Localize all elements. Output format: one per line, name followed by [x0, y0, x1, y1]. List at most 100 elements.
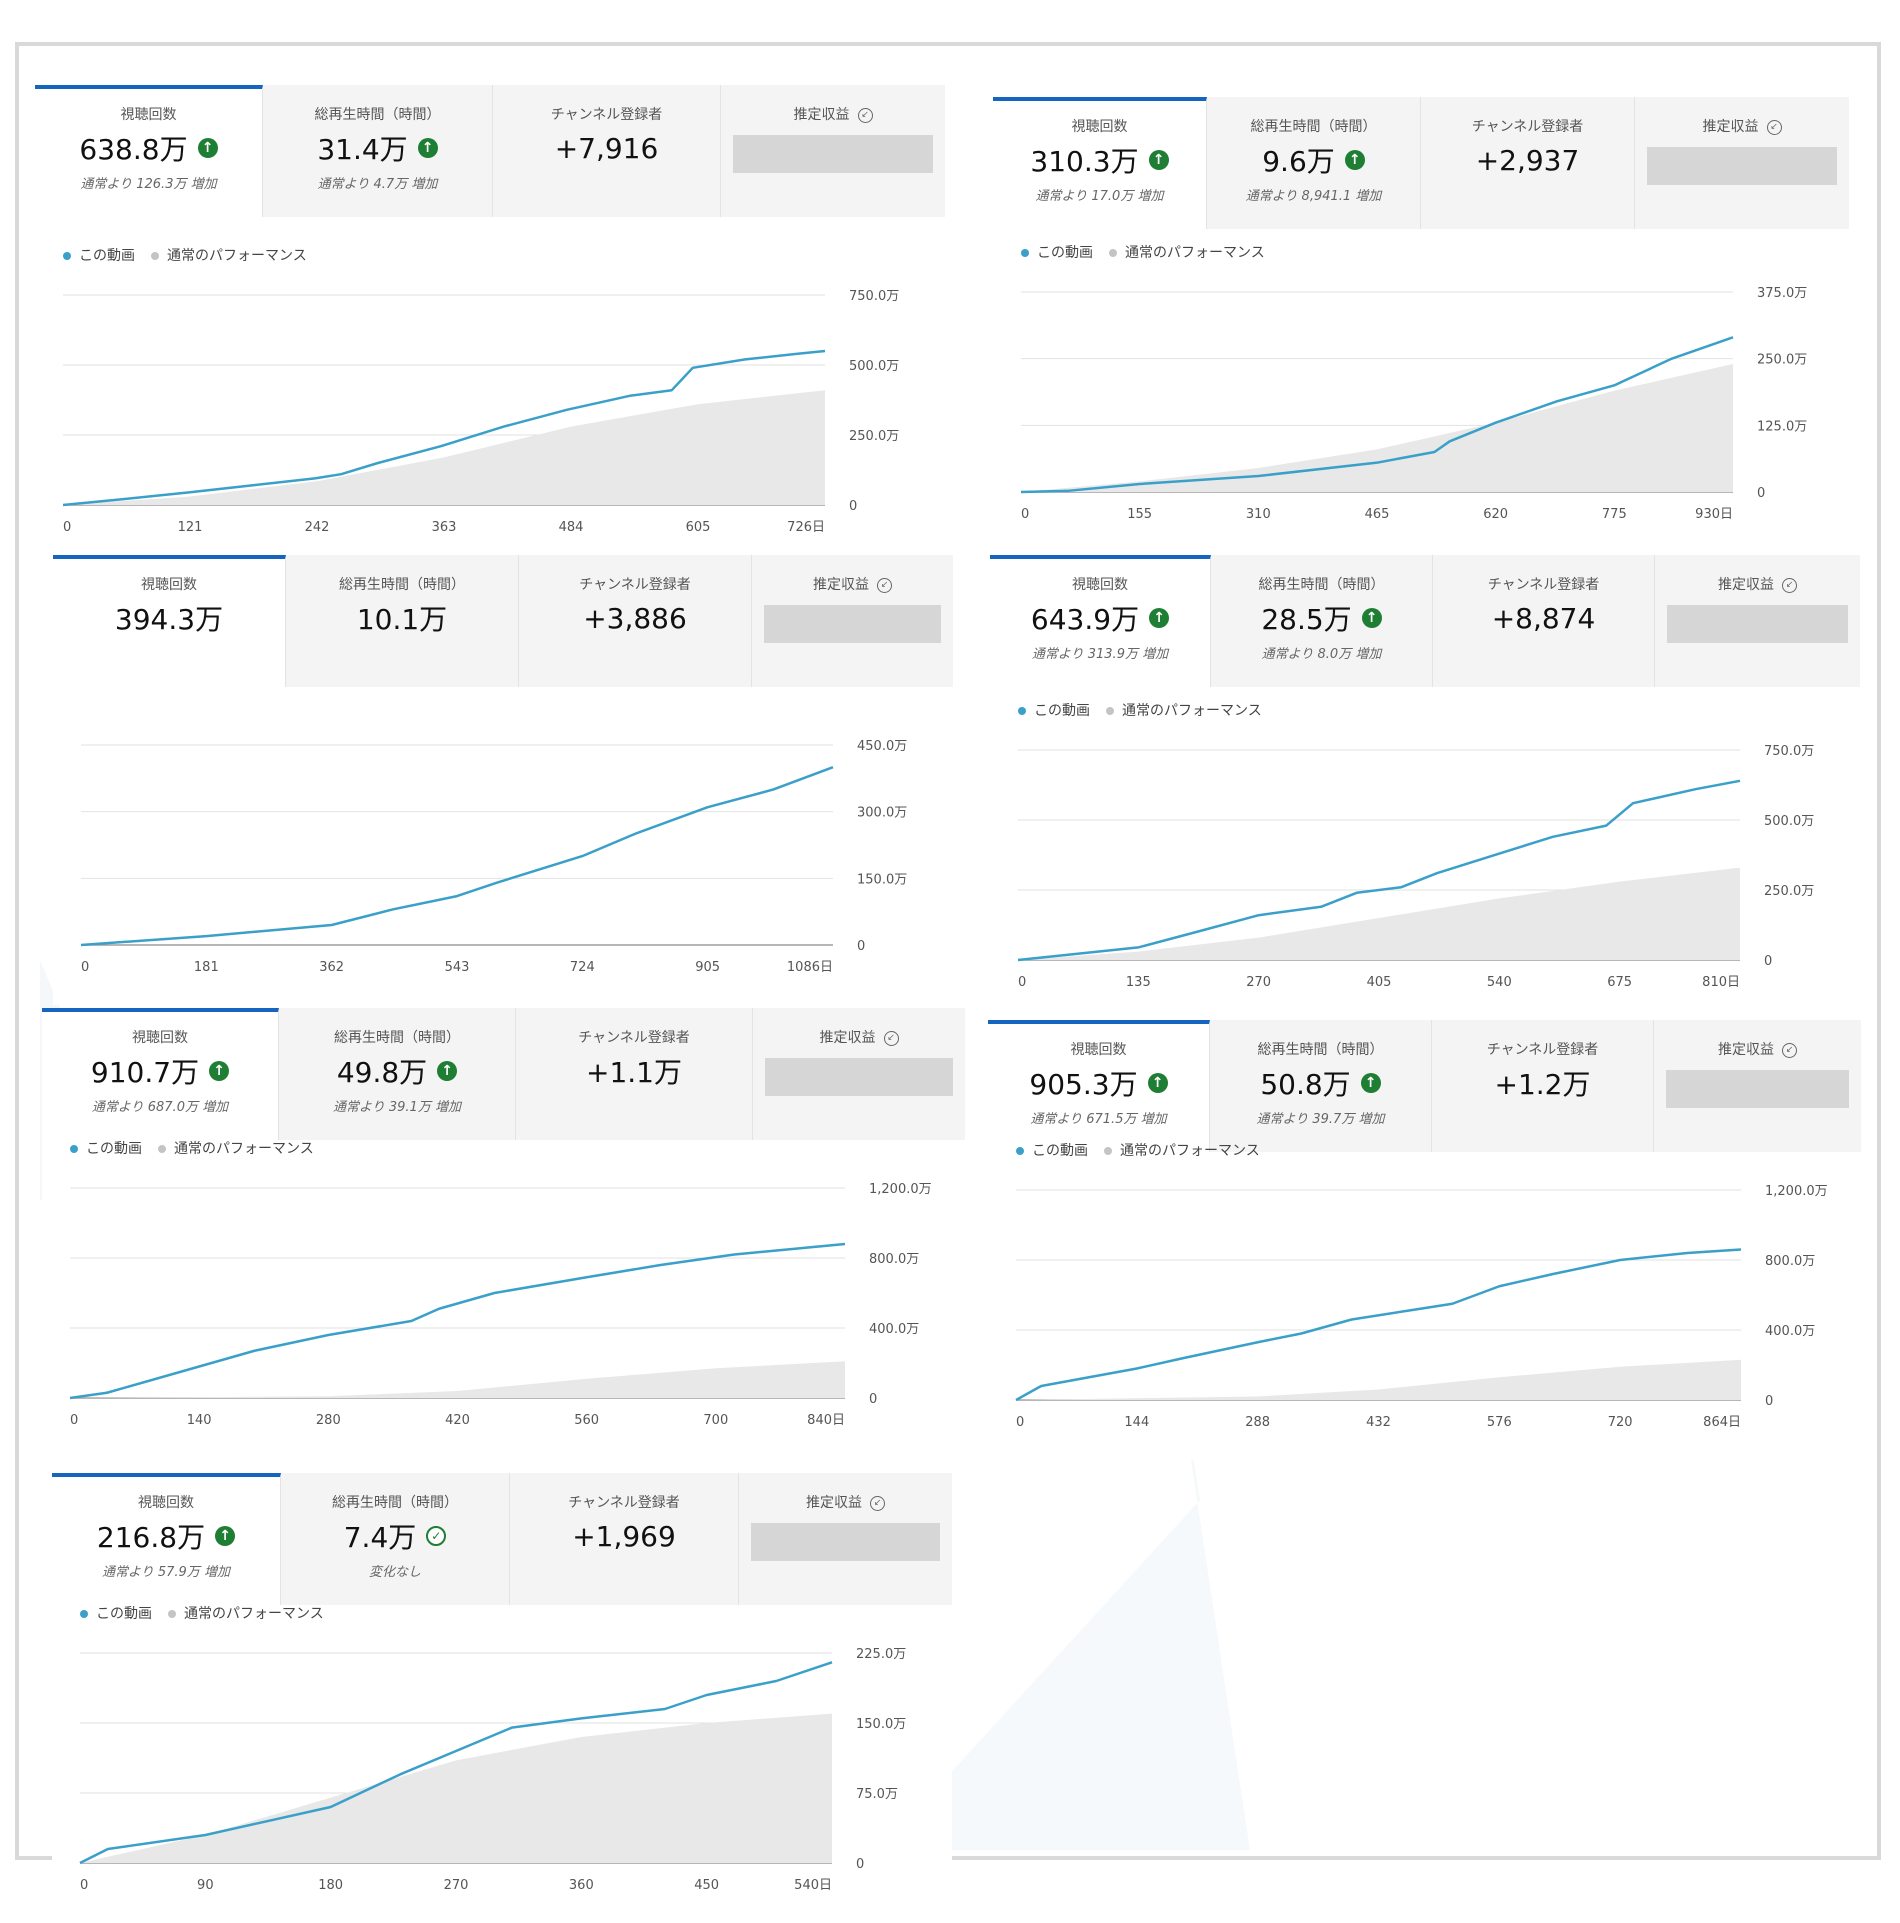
analytics-panel: 視聴回数 643.9万 ↑ 通常より 313.9万 増加 総再生時間（時間） 28.5万 ↑… [990, 555, 1860, 1020]
legend-label: この動画 [79, 248, 135, 264]
legend-label: この動画 [1034, 703, 1090, 719]
legend-dot [168, 1610, 176, 1618]
legend-item-typical[interactable]: 通常のパフォーマンス [1104, 1143, 1260, 1159]
metric-label: 推定収益 ↙ [721, 107, 945, 123]
metric-value-row: +1.2万 [1432, 1066, 1653, 1101]
views-chart: 0 250.0万 500.0万 750.0万 0 135 270 405 540 675 810日 [1017, 744, 1814, 990]
metric-tab[interactable]: 総再生時間（時間） 7.4万 ✓ 変化なし [281, 1473, 510, 1605]
metric-value: +8,874 [1491, 601, 1596, 635]
metric-value: 394.3万 [114, 603, 224, 636]
metric-value: 910.7万 [90, 1056, 200, 1089]
x-tick-label: 465 [1365, 507, 1390, 522]
metric-tab[interactable]: 視聴回数 394.3万 [53, 555, 286, 687]
metric-value-row: +1.1万 [516, 1054, 752, 1089]
x-tick-label: 724 [570, 960, 595, 975]
metric-tab[interactable]: 推定収益 ↙ [1635, 97, 1849, 229]
metric-tab[interactable]: チャンネル登録者 +8,874 [1433, 555, 1655, 687]
x-tick-label: 540 [1487, 975, 1512, 990]
y-tick-label: 0 [1765, 1394, 1773, 1409]
metric-label: 総再生時間（時間） [334, 1030, 460, 1046]
clock-icon: ↙ [877, 577, 892, 593]
metric-value: +3,886 [583, 601, 687, 635]
metric-tab[interactable]: チャンネル登録者 +1.2万 [1432, 1020, 1654, 1152]
metric-comparison: 通常より 17.0万 増加 [1035, 189, 1164, 204]
legend-dot [158, 1145, 166, 1153]
legend-item-this-video[interactable]: この動画 [1016, 1143, 1088, 1159]
metric-tab[interactable]: 視聴回数 910.7万 ↑ 通常より 687.0万 増加 [42, 1008, 279, 1140]
metric-value: +7,916 [554, 131, 659, 165]
metric-label: チャンネル登録者 [1487, 577, 1600, 593]
typical-performance-area [1021, 364, 1733, 492]
metric-tab[interactable]: 推定収益 ↙ [752, 555, 953, 687]
legend-dot [70, 1145, 78, 1153]
metric-tab[interactable]: 総再生時間（時間） 49.8万 ↑ 通常より 39.1万 増加 [279, 1008, 516, 1140]
metric-tab[interactable]: 総再生時間（時間） 31.4万 ↑ 通常より 4.7万 増加 [263, 85, 493, 217]
this-video-line [80, 766, 834, 947]
y-tick-label: 225.0万 [856, 1647, 906, 1662]
views-chart: 0 400.0万 800.0万 1,200.0万 0 144 288 432 576 720 864… [1015, 1184, 1828, 1430]
x-tick-label: 840日 [807, 1413, 845, 1428]
metric-value: 643.9万 [1030, 603, 1140, 636]
metric-value-row: 31.4万 ↑ [263, 131, 492, 166]
metric-tab[interactable]: 総再生時間（時間） 9.6万 ↑ 通常より 8,941.1 増加 [1207, 97, 1421, 229]
metric-tab[interactable]: 視聴回数 310.3万 ↑ 通常より 17.0万 増加 [993, 97, 1207, 229]
metric-tabs: 視聴回数 216.8万 ↑ 通常より 57.9万 増加 総再生時間（時間） 7.4万 ✓ 変化… [52, 1473, 952, 1605]
metric-tab[interactable]: 視聴回数 638.8万 ↑ 通常より 126.3万 増加 [35, 85, 263, 217]
chart-legend: この動画 通常のパフォーマンス [63, 245, 323, 265]
clock-icon: ↙ [870, 1495, 885, 1511]
chart-legend: この動画 通常のパフォーマンス [70, 1138, 330, 1158]
metric-comparison: 通常より 671.5万 増加 [1030, 1112, 1167, 1127]
revenue-redacted [765, 1058, 953, 1096]
clock-icon: ↙ [1766, 119, 1782, 135]
metric-tab[interactable]: 総再生時間（時間） 10.1万 [286, 555, 519, 687]
metric-tab[interactable]: チャンネル登録者 +3,886 [519, 555, 752, 687]
metric-tab[interactable]: チャンネル登録者 +1.1万 [516, 1008, 753, 1140]
legend-item-this-video[interactable]: この動画 [80, 1606, 152, 1622]
metric-tab[interactable]: チャンネル登録者 +1,969 [510, 1473, 739, 1605]
metric-value-row: 50.8万 ↑ [1210, 1066, 1431, 1101]
metric-tab[interactable]: 推定収益 ↙ [1654, 1020, 1861, 1152]
x-tick-label: 810日 [1702, 975, 1740, 990]
metric-tab[interactable]: チャンネル登録者 +2,937 [1421, 97, 1635, 229]
legend-item-this-video[interactable]: この動画 [1018, 703, 1090, 719]
metric-value-row: +3,886 [519, 601, 751, 635]
metric-tab[interactable]: 推定収益 ↙ [739, 1473, 952, 1605]
metric-tab[interactable]: 視聴回数 643.9万 ↑ 通常より 313.9万 増加 [990, 555, 1211, 687]
legend-item-typical[interactable]: 通常のパフォーマンス [151, 248, 307, 264]
legend-item-typical[interactable]: 通常のパフォーマンス [158, 1141, 314, 1157]
metric-tab[interactable]: チャンネル登録者 +7,916 [493, 85, 721, 217]
metric-label: 推定収益 ↙ [1655, 577, 1860, 593]
typical-performance-area [80, 1713, 832, 1863]
y-tick-label: 500.0万 [849, 359, 899, 374]
metric-tab[interactable]: 視聴回数 905.3万 ↑ 通常より 671.5万 増加 [988, 1020, 1210, 1152]
legend-item-typical[interactable]: 通常のパフォーマンス [1106, 703, 1262, 719]
x-tick-label: 405 [1367, 975, 1392, 990]
legend-item-this-video[interactable]: この動画 [63, 248, 135, 264]
arrow-up-icon: ↑ [1149, 608, 1170, 628]
metric-tab[interactable]: 推定収益 ↙ [721, 85, 945, 217]
legend-item-this-video[interactable]: この動画 [70, 1141, 142, 1157]
metric-value-row: +7,916 [493, 131, 720, 165]
metric-tab[interactable]: 推定収益 ↙ [753, 1008, 965, 1140]
metric-value: +2,937 [1475, 143, 1580, 177]
metric-tab[interactable]: 総再生時間（時間） 28.5万 ↑ 通常より 8.0万 増加 [1211, 555, 1433, 687]
x-tick-label: 484 [559, 520, 584, 535]
metric-comparison: 通常より 4.7万 増加 [317, 177, 438, 192]
metric-tab[interactable]: 視聴回数 216.8万 ↑ 通常より 57.9万 増加 [52, 1473, 281, 1605]
legend-item-typical[interactable]: 通常のパフォーマンス [168, 1606, 324, 1622]
metric-tabs: 視聴回数 910.7万 ↑ 通常より 687.0万 増加 総再生時間（時間） 49.8万 ↑… [42, 1008, 965, 1140]
metric-label: 視聴回数 [1071, 119, 1128, 135]
legend-item-typical[interactable]: 通常のパフォーマンス [1109, 245, 1265, 261]
views-chart: 0 250.0万 500.0万 750.0万 0 121 242 363 484 605 726日 [62, 289, 899, 535]
x-tick-label: 270 [1246, 975, 1271, 990]
legend-dot [63, 252, 71, 260]
legend-dot [1018, 707, 1026, 715]
metric-comparison: 通常より 313.9万 増加 [1031, 647, 1169, 662]
x-tick-label: 420 [445, 1413, 470, 1428]
legend-item-this-video[interactable]: この動画 [1021, 245, 1093, 261]
metric-tab[interactable]: 推定収益 ↙ [1655, 555, 1860, 687]
metric-label: チャンネル登録者 [578, 1030, 690, 1046]
analytics-panel: 視聴回数 905.3万 ↑ 通常より 671.5万 増加 総再生時間（時間） 50.8万 ↑… [988, 1020, 1861, 1460]
metric-value-row: 394.3万 [53, 601, 285, 636]
metric-tab[interactable]: 総再生時間（時間） 50.8万 ↑ 通常より 39.7万 増加 [1210, 1020, 1432, 1152]
